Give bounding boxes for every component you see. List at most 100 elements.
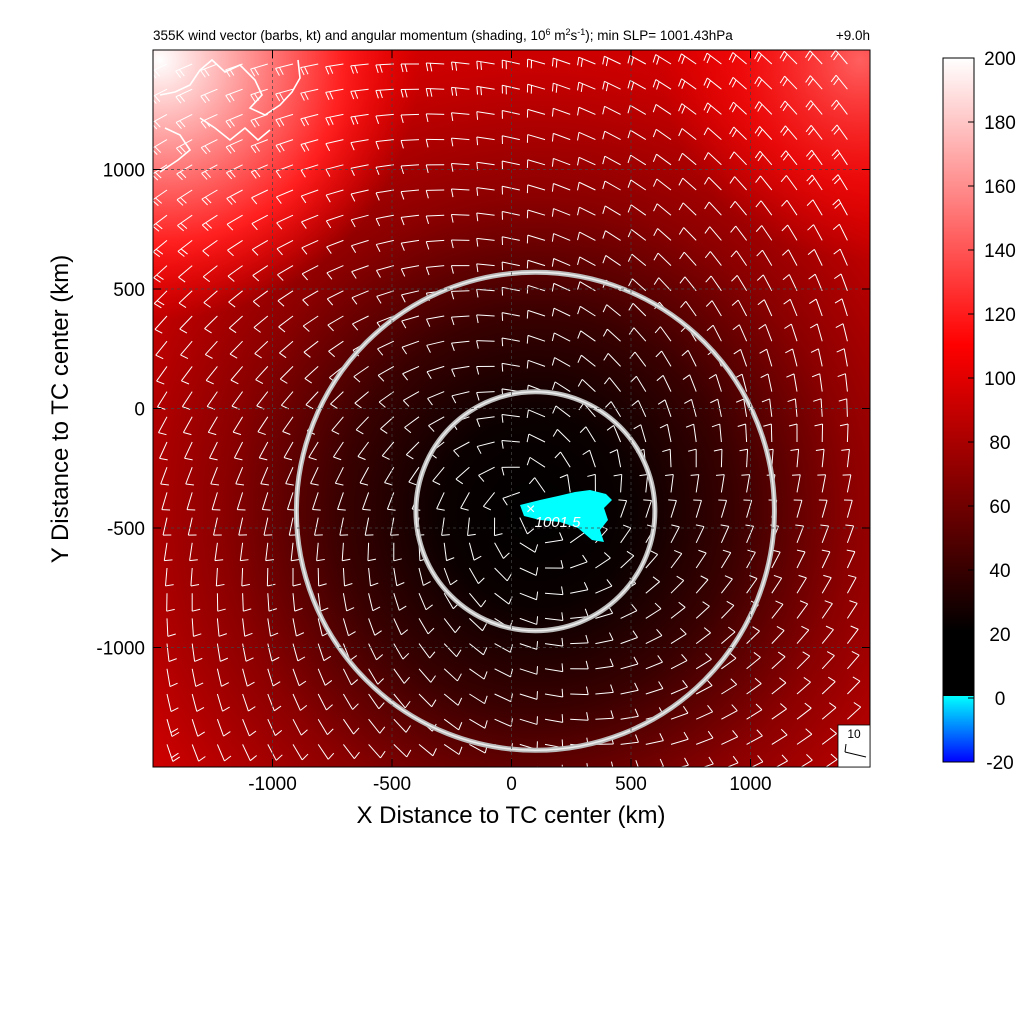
- wind-barb: [746, 549, 756, 569]
- wind-barb: [519, 542, 539, 553]
- wind-barb: [595, 684, 614, 695]
- wind-barb: [652, 153, 672, 166]
- wind-barb: [501, 236, 520, 246]
- wind-barb: [159, 441, 168, 461]
- wind-barb: [805, 149, 823, 166]
- wind-barb: [755, 225, 773, 241]
- forecast-time-label: +9.0h: [836, 28, 870, 43]
- wind-barb: [526, 456, 546, 468]
- wind-barb: [793, 499, 803, 518]
- wind-barb: [807, 224, 823, 241]
- wind-barb: [705, 275, 722, 292]
- wind-barb: [713, 448, 723, 468]
- wind-barb: [190, 567, 200, 587]
- wind-barb: [645, 681, 664, 695]
- wind-barb: [342, 718, 360, 735]
- wind-barb: [796, 702, 812, 720]
- wind-barb: [501, 185, 520, 195]
- wind-barb: [226, 214, 243, 231]
- wind-barb: [191, 618, 202, 637]
- wind-barb: [805, 125, 823, 140]
- wind-barb: [182, 416, 193, 436]
- wind-barb: [282, 416, 294, 435]
- wind-barb: [847, 676, 861, 695]
- wind-barb: [185, 467, 194, 486]
- y-tick-label: -1000: [96, 639, 145, 660]
- wind-barb: [200, 88, 218, 104]
- wind-barb: [343, 770, 359, 784]
- wind-barb: [570, 686, 589, 696]
- wind-barb: [166, 668, 178, 688]
- wind-barb: [809, 323, 823, 342]
- wind-barb: [376, 290, 394, 304]
- wind-barb: [620, 682, 639, 695]
- wind-barb: [771, 600, 784, 619]
- wind-barb: [265, 542, 274, 562]
- wind-barb: [351, 265, 369, 279]
- wind-barb: [400, 189, 420, 200]
- wind-barb: [775, 754, 788, 767]
- wind-barb: [200, 139, 218, 155]
- wind-barb: [754, 76, 773, 90]
- wind-barb: [501, 210, 520, 220]
- wind-barb: [451, 340, 470, 352]
- wind-barb: [526, 334, 546, 344]
- wind-barb: [380, 416, 395, 434]
- wind-barb: [645, 576, 660, 594]
- wind-barb: [570, 582, 589, 594]
- wind-barb: [551, 381, 571, 393]
- wind-barb: [551, 332, 571, 342]
- reference-barb-tick: [844, 743, 847, 753]
- wind-barb: [425, 164, 445, 173]
- wind-barb: [620, 524, 632, 544]
- wind-barb: [242, 719, 257, 737]
- wind-barb: [292, 567, 302, 587]
- wind-barb: [519, 517, 535, 535]
- wind-barb: [846, 549, 856, 569]
- wind-barb: [177, 214, 193, 232]
- wind-barb: [216, 719, 231, 737]
- wind-barb: [350, 63, 369, 74]
- wind-barb: [213, 517, 222, 536]
- wind-barb: [393, 593, 407, 611]
- wind-barb: [436, 492, 445, 511]
- wind-barb: [842, 474, 852, 493]
- wind-barb: [279, 366, 294, 384]
- wind-barb: [526, 433, 546, 443]
- wind-barb: [476, 441, 495, 454]
- wind-barb: [602, 105, 621, 115]
- wind-barb: [653, 277, 672, 292]
- wind-barb: [678, 53, 697, 65]
- wind-barb: [400, 164, 420, 175]
- wind-barb: [225, 113, 243, 129]
- wind-barb: [261, 492, 271, 511]
- wind-barb: [652, 178, 672, 191]
- wind-barb: [476, 85, 495, 96]
- wind-barb: [781, 199, 798, 216]
- wind-barb: [443, 618, 461, 633]
- wind-barb: [367, 542, 377, 562]
- wind-barb: [831, 174, 848, 191]
- wind-barb: [432, 466, 445, 486]
- wind-barb: [526, 359, 546, 369]
- wind-barb: [191, 693, 205, 712]
- wind-barb: [426, 365, 445, 380]
- wind-barb: [400, 88, 420, 98]
- wind-barb: [476, 391, 495, 401]
- wind-barb: [682, 374, 697, 392]
- wind-barb: [703, 102, 722, 115]
- wind-barb: [670, 601, 686, 619]
- wind-barb: [821, 574, 832, 594]
- wind-barb: [331, 416, 344, 435]
- wind-barb: [830, 74, 848, 90]
- wind-barb: [362, 492, 371, 511]
- wind-barb: [419, 770, 437, 781]
- wind-barb: [166, 744, 181, 762]
- wind-barb: [544, 688, 564, 698]
- wind-barb: [806, 174, 823, 191]
- wind-barb: [806, 199, 823, 216]
- wind-barb: [368, 593, 381, 612]
- wind-barb: [627, 79, 647, 91]
